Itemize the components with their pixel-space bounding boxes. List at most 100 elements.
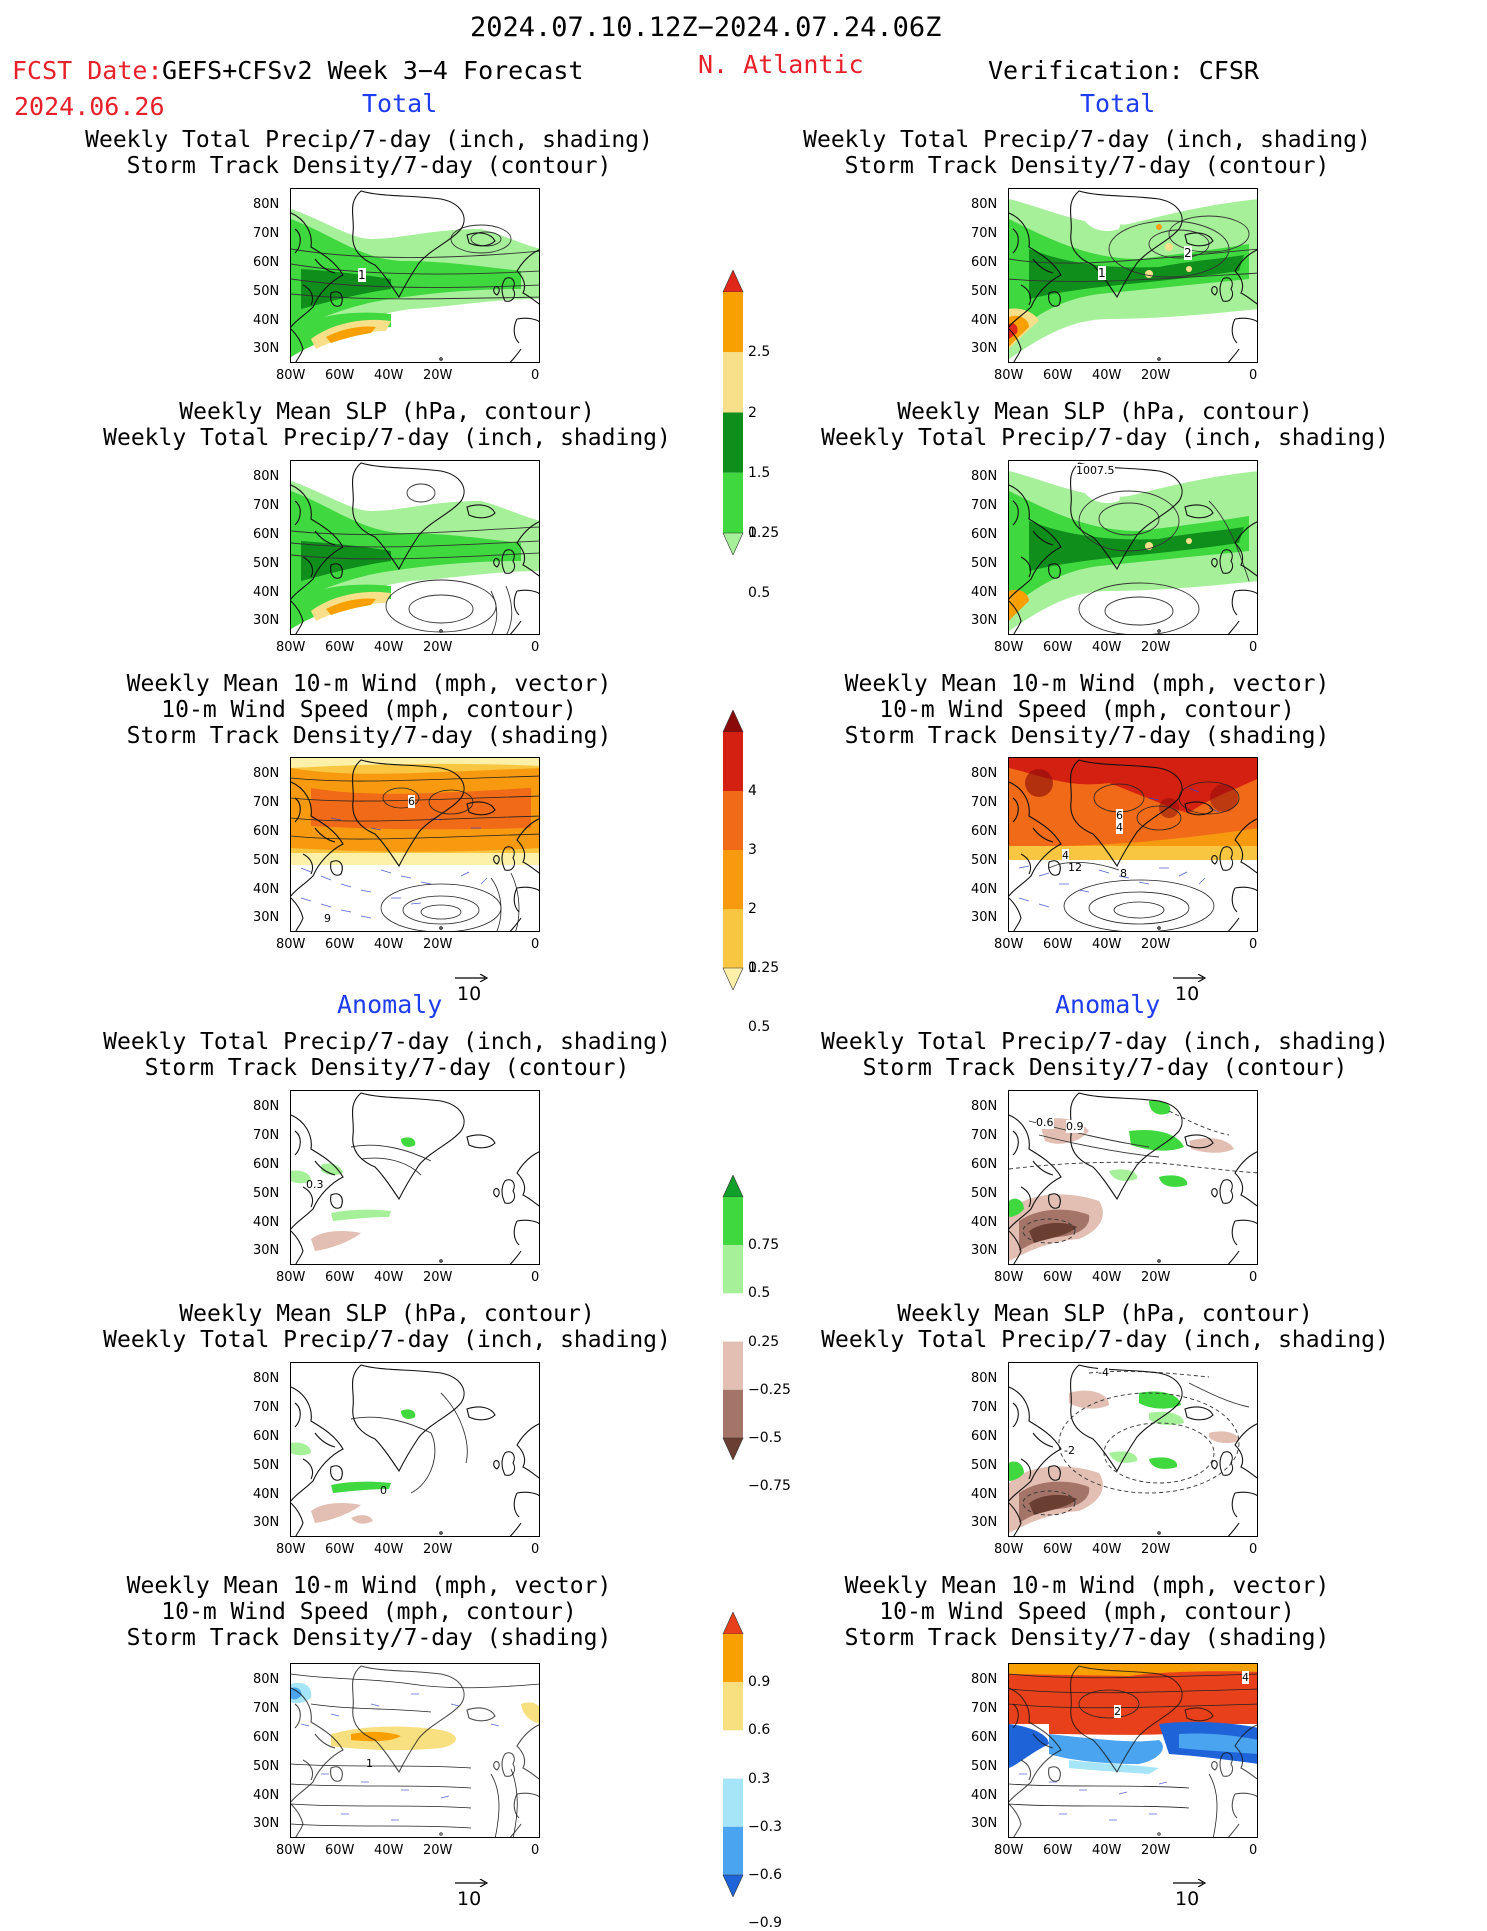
lon-tick-label: 40W	[374, 368, 404, 383]
colorbar-swatches	[722, 270, 744, 555]
lon-tick-label: 60W	[325, 937, 355, 952]
lat-tick-label: 30N	[971, 341, 998, 356]
lon-tick-label: 0	[1249, 1542, 1258, 1557]
section-anomaly-right: Anomaly	[1055, 990, 1161, 1019]
lon-tick-label: 60W	[325, 1270, 355, 1285]
contour-label: 0.6	[1036, 1116, 1054, 1129]
lat-tick-label: 40N	[253, 313, 280, 328]
lon-tick-label: 40W	[374, 640, 404, 655]
vector-reference-value: 10	[457, 983, 482, 1005]
contour-label: 4	[1062, 849, 1069, 862]
contour-label: 4	[1116, 821, 1123, 834]
lat-tick-label: 80N	[253, 766, 280, 781]
lat-tick-label: 50N	[971, 853, 998, 868]
lat-tick-label: 70N	[253, 1400, 280, 1415]
lon-tick-label: 80W	[276, 640, 306, 655]
lat-tick-label: 70N	[253, 795, 280, 810]
lat-tick-label: 80N	[253, 1371, 280, 1386]
lat-tick-label: 50N	[253, 1458, 280, 1473]
lat-tick-label: 50N	[253, 853, 280, 868]
date-range-title: 2024.07.10.12Z−2024.07.24.06Z	[470, 12, 942, 43]
colorbar-tick-label: 2	[748, 404, 757, 421]
title-obs-anom-precip: Weekly Total Precip/7-day (inch, shading…	[821, 1029, 1389, 1081]
colorbar-tick-label: 1	[748, 525, 757, 541]
map-obs-total-wind: 6 4 4 12 8 80N 70N 60N 50N 40N 30N 80W 60W 40W 20…	[971, 757, 1258, 952]
lat-tick-label: 50N	[253, 284, 280, 299]
lat-tick-label: 70N	[253, 226, 280, 241]
lon-tick-label: 80W	[276, 1270, 306, 1285]
contour-label: 2	[1184, 246, 1192, 260]
colorbar-swatches	[722, 710, 744, 990]
lon-tick-label: 60W	[1043, 937, 1073, 952]
lon-tick-label: 80W	[994, 1270, 1024, 1285]
lat-tick-label: 70N	[971, 226, 998, 241]
lon-tick-label: 20W	[423, 937, 453, 952]
lat-tick-label: 30N	[971, 910, 998, 925]
lat-tick-label: 40N	[971, 1788, 998, 1803]
contour-label: 1	[358, 268, 366, 282]
lon-tick-label: 60W	[1043, 1270, 1073, 1285]
colorbar-swatch	[723, 1826, 743, 1875]
lat-tick-label: 60N	[253, 1730, 280, 1745]
title-obs-anom-slp: Weekly Mean SLP (hPa, contour) Weekly To…	[821, 1301, 1389, 1353]
map-obs-anom-wind: 4 2 80N 70N 60N 50N 40N 30N 80W 60W 40W 20W 0	[971, 1663, 1258, 1858]
lon-tick-label: 40W	[1092, 368, 1122, 383]
contour-label: 0.9	[1066, 1120, 1084, 1133]
lon-tick-label: 20W	[423, 1843, 453, 1858]
lon-tick-label: 0	[1249, 1270, 1258, 1285]
colorbar-tick-label: 0.25	[748, 1333, 780, 1350]
lon-tick-label: 80W	[276, 368, 306, 383]
lat-tick-label: 70N	[971, 498, 998, 513]
lat-tick-label: 30N	[971, 1816, 998, 1831]
lon-tick-label: 20W	[423, 640, 453, 655]
map-fcst-total-slp: 80N 70N 60N 50N 40N 30N 80W 60W 40W 20W 0	[253, 460, 540, 655]
contour-label: 0	[380, 1484, 387, 1497]
contour-label: 8	[1120, 867, 1127, 880]
title-fcst-total-wind: Weekly Mean 10-m Wind (mph, vector) 10-m…	[126, 671, 612, 749]
lat-tick-label: 50N	[253, 1186, 280, 1201]
contour-label: 6	[1116, 809, 1123, 822]
lat-tick-label: 40N	[971, 585, 998, 600]
colorbar-anom-track: 0.9 0.6 0.3 −0.3 −0.6 −0.9	[722, 1612, 832, 1931]
arrow-right-icon	[1173, 1878, 1207, 1888]
lat-tick-label: 80N	[971, 1672, 998, 1687]
colorbar-tick-label: 1.5	[748, 464, 771, 481]
fcst-date: 2024.06.26	[14, 92, 165, 121]
map-obs-anom-precip: 0.6 0.9 80N 70N 60N 50N 40N 30N 80W 60W 40W 20W 0	[971, 1090, 1258, 1285]
lon-tick-label: 0	[1249, 937, 1258, 952]
lon-tick-label: 60W	[325, 1542, 355, 1557]
colorbar-min-triangle	[722, 1437, 744, 1460]
title-fcst-anom-slp: Weekly Mean SLP (hPa, contour) Weekly To…	[103, 1301, 671, 1353]
lon-tick-label: 20W	[1141, 640, 1171, 655]
contour-label: 0.3	[306, 1178, 324, 1191]
lon-tick-label: 0	[531, 368, 540, 383]
lat-tick-label: 50N	[971, 1186, 998, 1201]
fcst-label: FCST Date:	[12, 56, 163, 85]
colorbar-swatch	[723, 1341, 743, 1390]
region-label: N. Atlantic	[698, 50, 864, 79]
lat-tick-label: 60N	[971, 1157, 998, 1172]
lat-tick-label: 30N	[253, 910, 280, 925]
lon-tick-label: 80W	[994, 640, 1024, 655]
colorbar-total-track: 4 3 2 1 0.5 0.25	[722, 710, 832, 1035]
colorbar-tick-label: −0.5	[748, 1430, 782, 1446]
colorbar-tick-label: 3	[748, 842, 757, 858]
lon-tick-label: 80W	[276, 1843, 306, 1858]
arrow-right-icon	[455, 1878, 489, 1888]
title-obs-anom-wind: Weekly Mean 10-m Wind (mph, vector) 10-m…	[844, 1573, 1330, 1651]
colorbar-tick-label: 0.75	[748, 1237, 780, 1254]
lon-tick-label: 20W	[1141, 1542, 1171, 1557]
lon-tick-label: 80W	[994, 937, 1024, 952]
lat-tick-label: 80N	[253, 469, 280, 484]
section-total-left: Total	[362, 89, 438, 118]
lat-tick-label: 50N	[253, 1759, 280, 1774]
lon-tick-label: 60W	[1043, 368, 1073, 383]
lon-tick-label: 80W	[276, 937, 306, 952]
colorbar-swatch	[723, 1778, 743, 1827]
lat-tick-label: 70N	[971, 1400, 998, 1415]
colorbar-tick-label: 0.25	[748, 960, 780, 976]
colorbar-swatch	[723, 1197, 743, 1246]
lat-tick-label: 50N	[971, 284, 998, 299]
lat-tick-label: 40N	[253, 1215, 280, 1230]
lat-tick-label: 40N	[253, 585, 280, 600]
